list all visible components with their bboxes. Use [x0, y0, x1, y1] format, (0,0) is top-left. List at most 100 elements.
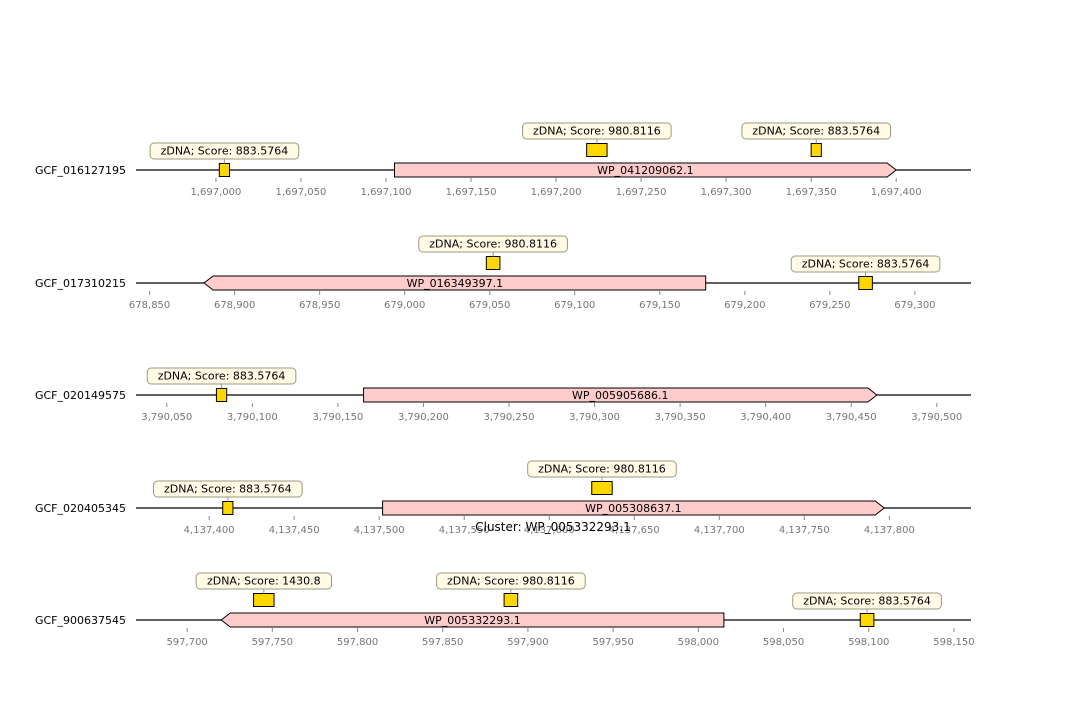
zdna-feature-box — [222, 501, 234, 515]
track-gcf-016127195: GCF_016127195 1,697,000 1,697,050 1,697,100… — [35, 122, 971, 198]
zdna-feature-box — [253, 593, 275, 607]
gene-arrow — [363, 387, 878, 403]
annotation-box — [527, 460, 677, 478]
track-gcf-020405345: GCF_020405345 4,137,400 4,137,450 4,137,500… — [35, 460, 971, 536]
tick-label: 3,790,250 — [484, 412, 535, 423]
annotation-box — [146, 367, 297, 385]
tick-label: 4,137,550 — [439, 525, 490, 536]
annotation-box — [149, 142, 300, 160]
gene-label: WP_016349397.1 — [407, 277, 504, 290]
tick-label: 679,150 — [639, 300, 680, 311]
tick-label: 4,137,800 — [864, 525, 915, 536]
track-name: GCF_900637545 — [35, 614, 126, 627]
zdna-feature-box — [859, 613, 875, 627]
tick-label: 4,137,500 — [354, 525, 405, 536]
tick-label: 678,850 — [129, 300, 170, 311]
tick-label: 597,900 — [507, 637, 548, 648]
tracks-layer: GCF_016127195 1,697,000 1,697,050 1,697,100… — [35, 122, 975, 648]
tick-label: 679,200 — [724, 300, 765, 311]
cluster-title: Cluster: WP_005332293.1 — [475, 520, 631, 534]
tick-label: 678,950 — [299, 300, 340, 311]
annotation-label: zDNA; Score: 980.8116 — [533, 125, 661, 138]
annotation-label: zDNA; Score: 980.8116 — [447, 575, 575, 588]
tick-label: 3,790,150 — [312, 412, 363, 423]
zdna-feature-box — [485, 256, 501, 270]
tick-label: 1,697,400 — [871, 187, 922, 198]
gene-label: WP_041209062.1 — [597, 164, 694, 177]
tick-label: 1,697,250 — [616, 187, 667, 198]
gene-label: WP_005308637.1 — [585, 502, 682, 515]
tick-label: 679,100 — [554, 300, 595, 311]
annotation-label: zDNA; Score: 980.8116 — [538, 463, 666, 476]
tick-label: 1,697,300 — [701, 187, 752, 198]
zdna-feature-box — [810, 143, 822, 157]
annotation-box — [741, 122, 892, 140]
tick-label: 597,950 — [592, 637, 633, 648]
tick-label: 4,137,700 — [694, 525, 745, 536]
track-name: GCF_020405345 — [35, 502, 126, 515]
gene-arrow — [382, 500, 886, 516]
tick-label: 4,137,750 — [779, 525, 830, 536]
zdna-feature-box — [503, 593, 519, 607]
annotation-box — [792, 592, 942, 610]
tick-label: 1,697,000 — [190, 187, 241, 198]
tick-label: 3,790,500 — [911, 412, 962, 423]
tick-label: 1,697,150 — [446, 187, 497, 198]
tick-label: 597,800 — [337, 637, 378, 648]
tick-label: 678,900 — [214, 300, 255, 311]
tick-label: 4,137,600 — [524, 525, 575, 536]
annotation-label: zDNA; Score: 883.5764 — [158, 370, 286, 383]
tick-label: 597,750 — [252, 637, 293, 648]
annotation-box — [195, 572, 333, 590]
annotation-label: zDNA; Score: 980.8116 — [429, 238, 557, 251]
annotation-box — [436, 572, 586, 590]
annotation-label: zDNA; Score: 883.5764 — [803, 595, 931, 608]
tick-label: 3,790,350 — [655, 412, 706, 423]
track-name: GCF_017310215 — [35, 277, 126, 290]
gene-arrow — [203, 275, 707, 291]
zdna-feature-box — [218, 163, 231, 177]
track-gcf-900637545: GCF_900637545 597,700 597,750 597,800 597,85… — [35, 572, 975, 648]
tick-label: 597,700 — [166, 637, 207, 648]
tick-label: 598,100 — [848, 637, 889, 648]
track-name: GCF_020149575 — [35, 389, 126, 402]
tick-label: 3,790,200 — [398, 412, 449, 423]
zdna-feature-box — [858, 276, 873, 290]
gene-label: WP_005905686.1 — [572, 389, 669, 402]
tick-label: 4,137,650 — [609, 525, 660, 536]
tick-label: 3,790,400 — [740, 412, 791, 423]
annotation-box — [418, 235, 568, 253]
tick-label: 679,050 — [469, 300, 510, 311]
tick-label: 3,790,050 — [141, 412, 192, 423]
tick-label: 1,697,350 — [786, 187, 837, 198]
annotation-box — [790, 255, 941, 273]
gene-label: WP_005332293.1 — [424, 614, 521, 627]
annotation-label: zDNA; Score: 883.5764 — [752, 125, 880, 138]
annotation-label: zDNA; Score: 883.5764 — [164, 483, 292, 496]
tick-label: 679,000 — [384, 300, 425, 311]
zdna-feature-box — [586, 143, 608, 157]
tick-label: 598,050 — [763, 637, 804, 648]
annotation-box — [153, 480, 303, 498]
tick-label: 3,790,450 — [826, 412, 877, 423]
tick-label: 597,850 — [422, 637, 463, 648]
tick-label: 1,697,100 — [361, 187, 412, 198]
tick-label: 598,150 — [933, 637, 974, 648]
annotation-label: zDNA; Score: 1430.8 — [207, 575, 321, 588]
gene-arrow — [393, 162, 897, 178]
tick-label: 3,790,300 — [569, 412, 620, 423]
zdna-feature-box — [215, 388, 228, 402]
annotation-label: zDNA; Score: 883.5764 — [161, 145, 289, 158]
tick-label: 4,137,450 — [269, 525, 320, 536]
tick-label: 1,697,050 — [276, 187, 327, 198]
tick-label: 679,250 — [809, 300, 850, 311]
annotation-label: zDNA; Score: 883.5764 — [802, 258, 930, 271]
track-name: GCF_016127195 — [35, 164, 126, 177]
tick-label: 1,697,200 — [531, 187, 582, 198]
tick-label: 3,790,100 — [227, 412, 278, 423]
tick-label: 4,137,400 — [184, 525, 235, 536]
gene-arrow — [220, 612, 725, 628]
tick-label: 598,000 — [678, 637, 719, 648]
